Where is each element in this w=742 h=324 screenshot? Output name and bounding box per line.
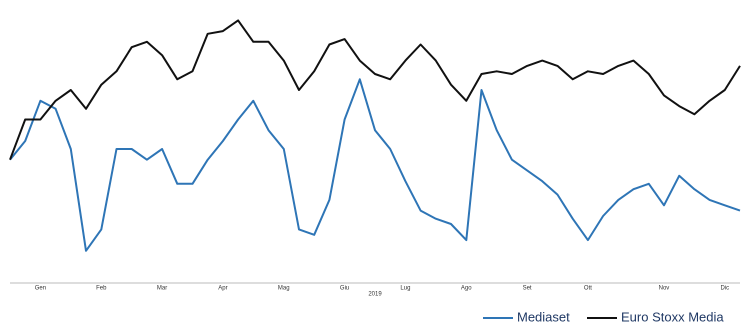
x-tick-label: Feb <box>96 286 107 292</box>
x-tick-label: Nov <box>659 286 670 292</box>
x-tick-label: Gen <box>35 286 46 292</box>
x-tick-label: Ago <box>461 286 472 292</box>
x-tick-label: Mar <box>157 286 167 292</box>
x-tick-label: Lug <box>400 286 410 292</box>
x-tick-label: Ott <box>584 286 592 292</box>
legend-label: Euro Stoxx Media <box>621 309 724 324</box>
x-tick-label: Dic <box>720 286 729 292</box>
series-line <box>9 78 741 252</box>
legend-label: Mediaset <box>517 309 570 324</box>
x-tick-label: Set <box>523 286 532 292</box>
series-line <box>9 19 741 161</box>
x-tick-label: Apr <box>218 286 227 292</box>
x-tick-label: Giu <box>340 286 349 292</box>
x-axis-label: 2019 <box>368 292 382 298</box>
x-tick-label: Mag <box>278 286 290 292</box>
